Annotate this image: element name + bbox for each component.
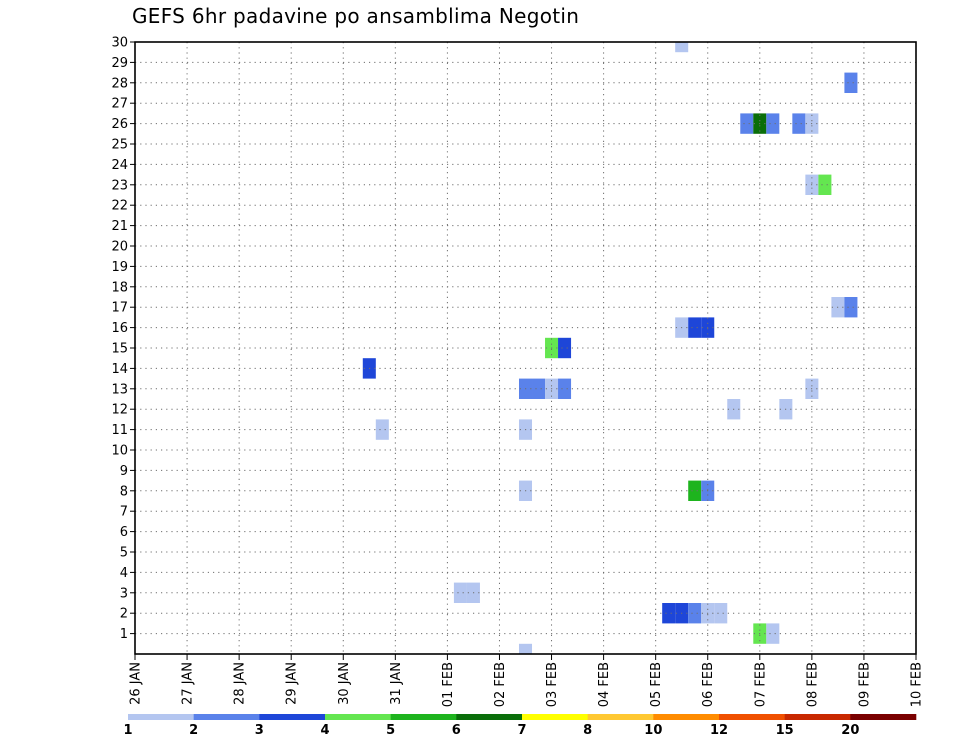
colorbar-label: 3 xyxy=(255,723,264,738)
colorbar-label: 10 xyxy=(644,723,662,738)
colorbar-label: 4 xyxy=(320,723,329,738)
colorbar-swatch xyxy=(587,714,654,720)
y-tick-label: 24 xyxy=(111,158,128,173)
colorbar-label: 6 xyxy=(452,723,461,738)
x-tick-label: 27 JAN xyxy=(181,662,196,705)
x-tick-label: 31 JAN xyxy=(389,662,404,705)
colorbar-swatch xyxy=(719,714,785,720)
precipitation-cell xyxy=(558,337,572,359)
precipitation-cell xyxy=(518,643,533,654)
x-tick-label: 10 FEB xyxy=(910,662,925,707)
colorbar-legend: 1 2 3 4 5 6 7 8 10 12 15 20 xyxy=(123,714,917,738)
precipitation-cell xyxy=(453,582,467,603)
x-tick-label: 03 FEB xyxy=(545,662,560,707)
y-tick-label: 20 xyxy=(111,240,128,255)
colorbar-label: 12 xyxy=(710,723,728,738)
y-tick-label: 5 xyxy=(120,546,128,561)
precipitation-cell xyxy=(740,113,754,134)
chart-title: GEFS 6hr padavine po ansamblima Negotin xyxy=(132,4,580,28)
colorbar-label: 15 xyxy=(776,723,794,738)
y-tick-label: 23 xyxy=(111,178,128,193)
precipitation-cell xyxy=(532,378,546,399)
y-tick-label: 26 xyxy=(111,117,128,132)
y-tick-label: 22 xyxy=(111,199,128,214)
y-tick-label: 4 xyxy=(120,566,128,581)
y-tick-label: 29 xyxy=(111,56,128,71)
x-axis: 26 JAN 27 JAN 28 JAN 29 JAN 30 JAN 31 JAN 01 F… xyxy=(129,654,925,707)
precipitation-cell xyxy=(688,480,702,501)
y-tick-label: 27 xyxy=(111,97,128,112)
colorbar-swatch xyxy=(259,714,326,720)
y-axis: 1234567891011121314151617181920212223242… xyxy=(111,36,135,642)
y-tick-label: 17 xyxy=(111,301,128,316)
x-tick-label: 07 FEB xyxy=(753,662,768,707)
y-tick-label: 15 xyxy=(111,342,128,357)
x-tick-label: 26 JAN xyxy=(129,662,144,705)
precipitation-cell xyxy=(662,603,676,624)
colorbar-swatch xyxy=(653,714,720,720)
colorbar-swatch xyxy=(850,714,917,720)
x-tick-label: 06 FEB xyxy=(701,662,716,707)
precipitation-cell xyxy=(688,603,702,624)
precipitation-cell xyxy=(792,113,806,134)
y-tick-label: 30 xyxy=(111,36,128,51)
x-tick-label: 28 JAN xyxy=(233,662,248,705)
x-tick-label: 01 FEB xyxy=(441,662,456,707)
colorbar-swatch xyxy=(784,714,851,720)
colorbar-swatch xyxy=(522,714,588,720)
colorbar-label: 8 xyxy=(583,723,592,738)
colorbar-swatch xyxy=(193,714,260,720)
x-tick-label: 29 JAN xyxy=(285,662,300,705)
y-tick-label: 3 xyxy=(120,586,128,601)
colorbar-swatch xyxy=(325,714,391,720)
precipitation-cell xyxy=(675,42,689,53)
y-tick-label: 12 xyxy=(111,403,128,418)
y-tick-label: 14 xyxy=(111,362,128,377)
y-tick-label: 16 xyxy=(111,321,128,336)
x-tick-label: 08 FEB xyxy=(805,662,820,707)
precipitation-cell xyxy=(688,317,702,338)
y-tick-label: 13 xyxy=(111,382,128,397)
colorbar-swatch xyxy=(128,714,194,720)
colorbar-swatch xyxy=(456,714,523,720)
precipitation-cell xyxy=(558,378,572,399)
y-tick-label: 18 xyxy=(111,280,128,295)
x-tick-label: 02 FEB xyxy=(493,662,508,707)
precipitation-cell xyxy=(375,419,389,440)
y-tick-label: 6 xyxy=(120,525,128,540)
precipitation-cell xyxy=(818,174,832,195)
x-tick-label: 04 FEB xyxy=(597,662,612,707)
y-tick-label: 11 xyxy=(111,423,128,438)
precipitation-cell xyxy=(766,623,780,644)
colorbar-label: 2 xyxy=(189,723,198,738)
precipitation-cell xyxy=(844,297,858,318)
precipitation-cells xyxy=(135,42,916,654)
colorbar-swatch xyxy=(390,714,457,720)
x-tick-label: 05 FEB xyxy=(649,662,664,707)
y-tick-label: 1 xyxy=(120,627,128,642)
y-tick-label: 21 xyxy=(111,219,128,234)
y-tick-label: 7 xyxy=(120,505,128,520)
precipitation-cell xyxy=(766,113,780,134)
x-tick-label: 09 FEB xyxy=(857,662,872,707)
precipitation-cell xyxy=(714,603,728,624)
y-tick-label: 9 xyxy=(120,464,128,479)
y-tick-label: 19 xyxy=(111,260,128,275)
colorbar-label: 5 xyxy=(386,723,395,738)
y-tick-label: 8 xyxy=(120,484,128,499)
colorbar-label: 20 xyxy=(841,723,859,738)
y-tick-label: 25 xyxy=(111,138,128,153)
colorbar-label: 1 xyxy=(123,723,132,738)
y-tick-label: 28 xyxy=(111,76,128,91)
y-tick-label: 2 xyxy=(120,607,128,622)
precipitation-cell xyxy=(844,72,858,93)
colorbar-label: 7 xyxy=(517,723,526,738)
y-tick-label: 10 xyxy=(111,444,128,459)
x-tick-label: 30 JAN xyxy=(337,662,352,705)
